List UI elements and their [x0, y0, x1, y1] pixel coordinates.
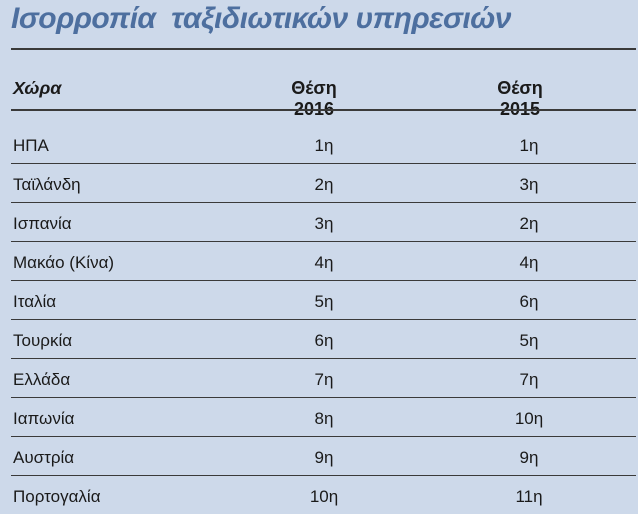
row-rank-2015: 10η [514, 409, 544, 428]
table-row: Ιαπωνία 8η 10η [11, 397, 636, 437]
row-rank-2015: 3η [519, 175, 539, 194]
row-rank-2015: 6η [519, 292, 539, 311]
table-row: Ιταλία 5η 6η [11, 280, 636, 320]
row-rank-2016: 2η [314, 175, 334, 194]
row-country: Ιαπωνία [13, 409, 75, 428]
row-rank-2015: 1η [519, 136, 539, 155]
table-row: Ελλάδα 7η 7η [11, 358, 636, 398]
row-rank-2015: 2η [519, 214, 539, 233]
table-row: Μακάο (Κίνα) 4η 4η [11, 241, 636, 281]
table-row: Αυστρία 9η 9η [11, 436, 636, 476]
row-rank-2016: 3η [314, 214, 334, 233]
header-rule [11, 109, 636, 111]
table-row: Τουρκία 6η 5η [11, 319, 636, 359]
row-rank-2016: 5η [314, 292, 334, 311]
table-row: Ισπανία 3η 2η [11, 202, 636, 242]
row-rank-2016: 4η [314, 253, 334, 272]
row-country: Πορτογαλία [13, 487, 101, 506]
row-rank-2016: 7η [314, 370, 334, 389]
row-country: Ισπανία [13, 214, 72, 233]
header-rank-2016: Θέση 2016 [291, 78, 337, 119]
row-rank-2016: 6η [314, 331, 334, 350]
row-country: ΗΠΑ [13, 136, 49, 155]
table-row: Πορτογαλία 10η 11η [11, 475, 636, 514]
row-country: Τουρκία [13, 331, 73, 350]
row-rank-2015: 5η [519, 331, 539, 350]
header-rank-2015: Θέση 2015 [497, 78, 543, 119]
row-rank-2015: 4η [519, 253, 539, 272]
row-rank-2015: 11η [515, 487, 543, 506]
row-rank-2015: 9η [519, 448, 539, 467]
row-rank-2016: 1η [314, 136, 334, 155]
row-country: Ιταλία [13, 292, 57, 311]
row-rank-2016: 9η [314, 448, 334, 467]
row-rank-2016: 8η [314, 409, 334, 428]
row-country: Αυστρία [13, 448, 75, 467]
row-country: Ταϊλάνδη [13, 175, 81, 194]
row-rank-2015: 7η [519, 370, 539, 389]
row-country: Μακάο (Κίνα) [13, 253, 115, 272]
table-row: Ταϊλάνδη 2η 3η [11, 163, 636, 203]
top-rule [11, 48, 636, 50]
table-title: Ισορροπία ταξιδιωτικών υπηρεσιών [11, 2, 511, 35]
row-country: Ελλάδα [13, 370, 71, 389]
table-row: ΗΠΑ 1η 1η [11, 124, 636, 164]
header-country: Χώρα [13, 78, 62, 98]
row-rank-2016: 10η [309, 487, 339, 506]
